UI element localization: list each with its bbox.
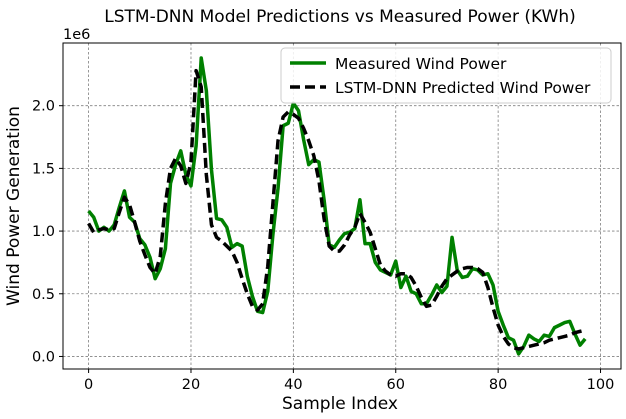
x-tick-label: 0 (84, 377, 93, 393)
x-tick-label: 20 (182, 377, 200, 393)
y-tick-label: 0.0 (32, 349, 55, 365)
y-tick-label: 1.5 (32, 161, 55, 177)
x-tick-label: 40 (284, 377, 302, 393)
x-axis-label: Sample Index (282, 394, 398, 414)
y-axis-label: Wind Power Generation (4, 106, 24, 306)
y-offset-label: 1e6 (63, 27, 90, 43)
y-tick-label: 2.0 (32, 99, 55, 115)
y-tick-label: 0.5 (32, 287, 55, 303)
x-tick-label: 60 (387, 377, 405, 393)
legend-label-predicted: LSTM-DNN Predicted Wind Power (335, 79, 591, 97)
x-tick-label: 100 (587, 377, 615, 393)
y-tick-label: 1.0 (32, 224, 55, 240)
plot-area (62, 42, 622, 370)
x-tick-label: 80 (489, 377, 507, 393)
series-line-predicted (87, 68, 586, 351)
series-line-measured (87, 56, 587, 356)
legend-label-measured: Measured Wind Power (335, 55, 507, 73)
legend: Measured Wind Power LSTM-DNN Predicted W… (280, 47, 612, 104)
chart-title: LSTM-DNN Model Predictions vs Measured P… (104, 7, 576, 27)
legend-box (280, 47, 612, 104)
